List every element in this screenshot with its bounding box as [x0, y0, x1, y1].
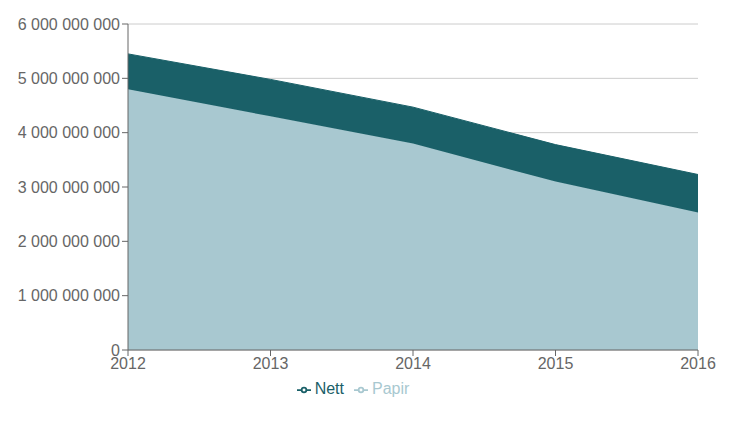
html-text:Papir: Papir	[372, 380, 410, 397]
svg-text:2014: 2014	[395, 355, 431, 372]
svg-text:6 000 000 000: 6 000 000 000	[18, 16, 120, 33]
svg-text:3 000 000 000: 3 000 000 000	[18, 179, 120, 196]
svg-text:2 000 000 000: 2 000 000 000	[18, 233, 120, 250]
svg-text:0: 0	[111, 342, 120, 359]
html-text:Nett: Nett	[314, 380, 344, 397]
svg-text:5 000 000 000: 5 000 000 000	[18, 70, 120, 87]
svg-text:2016: 2016	[680, 355, 716, 372]
svg-text:2012: 2012	[110, 355, 146, 373]
svg-text:1 000 000 000: 1 000 000 000	[18, 287, 120, 304]
svg-text:4 000 000 000: 4 000 000 000	[18, 124, 120, 141]
svg-text:2013: 2013	[253, 355, 289, 372]
svg-text:2015: 2015	[538, 355, 574, 372]
